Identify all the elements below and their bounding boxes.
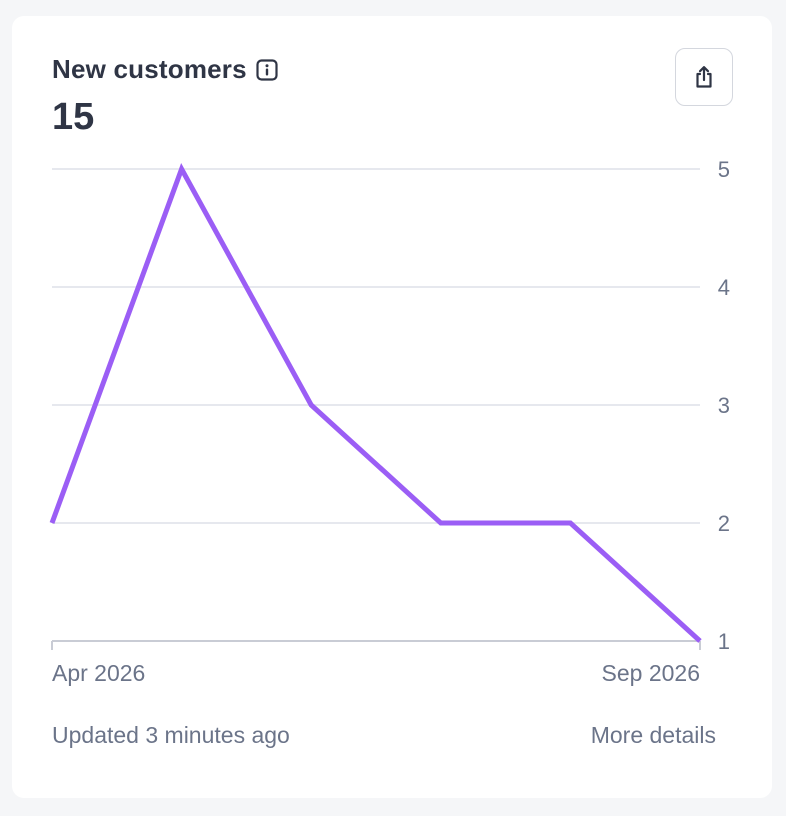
more-details-link[interactable]: More details [590,722,716,748]
x-tick-label: Sep 2026 [602,660,700,686]
x-tick-label: Apr 2026 [52,660,145,686]
updated-text: Updated 3 minutes ago [52,722,290,748]
series-line [49,162,702,643]
card-header: New customers [52,54,278,85]
new-customers-card [12,16,772,798]
y-tick-label: 1 [718,629,730,654]
info-icon[interactable] [256,58,278,81]
customer-total: 15 [52,96,95,138]
y-tick-label: 5 [718,157,730,182]
share-icon [696,66,712,88]
card-title: New customers [52,54,247,84]
share-button[interactable] [675,48,733,106]
y-tick-label: 3 [718,393,730,418]
y-tick-label: 2 [718,511,730,536]
y-tick-label: 4 [718,275,730,300]
